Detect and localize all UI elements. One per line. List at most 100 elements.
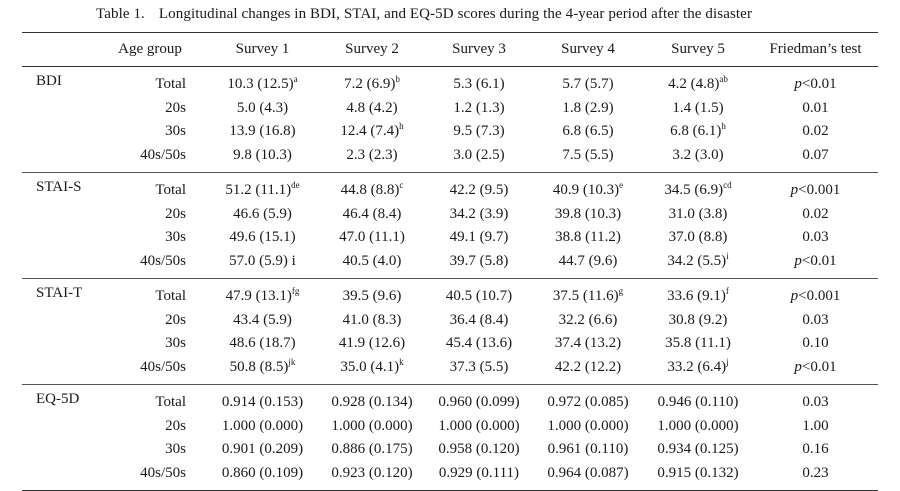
mean-sd-value: 34.5 (6.9) — [664, 182, 724, 199]
mean-sd-value: 37.0 (8.8) — [668, 229, 728, 246]
scale-label — [22, 226, 94, 250]
mean-sd-value: 47.9 (13.1) — [225, 288, 292, 305]
survey-3-cell: 34.2 (3.9) — [425, 203, 533, 227]
survey-5-cell: 33.2 (6.4)j — [643, 356, 753, 385]
significance-superscript: cd — [723, 180, 732, 191]
survey-3-cell: 1.2 (1.3) — [425, 97, 533, 121]
p-value: 0.23 — [802, 464, 829, 481]
survey-4-cell: 44.7 (9.6) — [533, 250, 643, 279]
survey-5-cell: 35.8 (11.1) — [643, 332, 753, 356]
friedman-p-cell: 0.07 — [753, 144, 878, 173]
survey-3-cell: 45.4 (13.6) — [425, 332, 533, 356]
survey-4-cell: 1.000 (0.000) — [533, 415, 643, 439]
friedman-p-cell: p<0.01 — [753, 67, 878, 97]
table-row: STAI-S Total 51.2 (11.1)de 44.8 (8.8)c 42.2 … — [22, 173, 878, 203]
survey-2-cell: 41.0 (8.3) — [319, 309, 425, 333]
p-value: 0.01 — [802, 99, 829, 116]
survey-3-cell: 36.4 (8.4) — [425, 309, 533, 333]
significance-superscript: h — [399, 121, 404, 132]
survey-5-cell: 0.934 (0.125) — [643, 438, 753, 462]
age-group-cell: 30s — [165, 229, 186, 246]
survey-4-cell: 0.961 (0.110) — [533, 438, 643, 462]
survey-5-cell: 0.915 (0.132) — [643, 462, 753, 491]
survey-3-cell: 5.3 (6.1) — [425, 67, 533, 97]
table-row: 20s 5.0 (4.3) 4.8 (4.2) 1.2 (1.3) 1.8 (2.9) 1… — [22, 97, 878, 121]
mean-sd-value: 7.5 (5.5) — [562, 146, 614, 163]
mean-sd-value: 5.3 (6.1) — [453, 76, 505, 93]
friedman-p-cell: 0.16 — [753, 438, 878, 462]
survey-5-cell: 34.5 (6.9)cd — [643, 173, 753, 203]
mean-sd-value: 6.8 (6.5) — [562, 123, 614, 140]
survey-1-cell: 47.9 (13.1)fg — [206, 279, 319, 309]
mean-sd-value: 57.0 (5.9) i — [229, 252, 296, 269]
mean-sd-value: 1.000 (0.000) — [331, 417, 413, 434]
mean-sd-value: 39.5 (9.6) — [342, 288, 402, 305]
survey-3-cell: 37.3 (5.5) — [425, 356, 533, 385]
mean-sd-value: 40.5 (10.7) — [445, 288, 513, 305]
scale-label: BDI — [36, 73, 62, 89]
scale-label — [22, 332, 94, 356]
survey-5-cell: 34.2 (5.5)i — [643, 250, 753, 279]
survey-4-cell: 6.8 (6.5) — [533, 120, 643, 144]
friedman-p-cell: 0.02 — [753, 120, 878, 144]
p-value: 0.02 — [802, 205, 829, 222]
significance-superscript: k — [399, 356, 404, 367]
scale-label — [22, 415, 94, 439]
survey-4-cell: 40.9 (10.3)e — [533, 173, 643, 203]
scale-label — [22, 144, 94, 173]
significance-superscript: c — [399, 180, 404, 191]
mean-sd-value: 1.000 (0.000) — [547, 417, 629, 434]
survey-1-cell: 49.6 (15.1) — [206, 226, 319, 250]
survey-1-cell: 0.860 (0.109) — [206, 462, 319, 491]
survey-5-cell: 1.4 (1.5) — [643, 97, 753, 121]
mean-sd-value: 4.8 (4.2) — [346, 99, 398, 116]
p-value: 1.00 — [802, 417, 829, 434]
mean-sd-value: 35.8 (11.1) — [665, 335, 731, 352]
friedman-p-cell: 0.02 — [753, 203, 878, 227]
survey-4-cell: 7.5 (5.5) — [533, 144, 643, 173]
mean-sd-value: 38.8 (11.2) — [555, 229, 621, 246]
age-group-cell: Total — [155, 182, 186, 199]
mean-sd-value: 10.3 (12.5) — [227, 76, 294, 93]
age-group-cell: 20s — [165, 311, 186, 328]
mean-sd-value: 34.2 (3.9) — [449, 205, 509, 222]
survey-2-cell: 0.928 (0.134) — [319, 385, 425, 415]
mean-sd-value: 2.3 (2.3) — [346, 146, 398, 163]
mean-sd-value: 34.2 (5.5) — [667, 252, 727, 269]
survey-1-cell: 5.0 (4.3) — [206, 97, 319, 121]
survey-1-cell: 46.6 (5.9) — [206, 203, 319, 227]
significance-superscript: b — [395, 74, 400, 85]
mean-sd-value: 44.8 (8.8) — [340, 182, 400, 199]
mean-sd-value: 0.934 (0.125) — [657, 441, 739, 458]
survey-4-cell: 0.964 (0.087) — [533, 462, 643, 491]
survey-2-cell: 2.3 (2.3) — [319, 144, 425, 173]
age-group-cell: 40s/50s — [140, 358, 186, 375]
p-symbol: p — [794, 76, 802, 93]
survey-1-cell: 50.8 (8.5)jk — [206, 356, 319, 385]
p-value: 0.10 — [802, 335, 829, 352]
significance-superscript: ab — [719, 74, 728, 85]
p-symbol: p — [790, 288, 799, 305]
table-row: 40s/50s 0.860 (0.109) 0.923 (0.120) 0.929 (… — [22, 462, 878, 491]
scale-label — [22, 309, 94, 333]
mean-sd-value: 48.6 (18.7) — [229, 335, 296, 352]
survey-1-cell: 0.914 (0.153) — [206, 385, 319, 415]
mean-sd-value: 37.5 (11.6) — [552, 288, 619, 305]
table-row: 20s 1.000 (0.000) 1.000 (0.000) 1.000 (0.00… — [22, 415, 878, 439]
survey-2-cell: 39.5 (9.6) — [319, 279, 425, 309]
header-survey-3: Survey 3 — [452, 41, 506, 57]
mean-sd-value: 49.1 (9.7) — [449, 229, 509, 246]
mean-sd-value: 0.961 (0.110) — [547, 441, 629, 458]
survey-3-cell: 3.0 (2.5) — [425, 144, 533, 173]
survey-5-cell: 0.946 (0.110) — [643, 385, 753, 415]
survey-2-cell: 12.4 (7.4)h — [319, 120, 425, 144]
mean-sd-value: 9.8 (10.3) — [233, 146, 292, 163]
friedman-p-cell: p<0.01 — [753, 356, 878, 385]
table-row: EQ-5D Total 0.914 (0.153) 0.928 (0.134) 0.96… — [22, 385, 878, 415]
mean-sd-value: 0.901 (0.209) — [221, 441, 304, 458]
table-row: 20s 43.4 (5.9) 41.0 (8.3) 36.4 (8.4) 32.2 (6… — [22, 309, 878, 333]
age-group-cell: 20s — [165, 99, 186, 116]
scale-label — [22, 97, 94, 121]
group-stai-t: STAI-T Total 47.9 (13.1)fg 39.5 (9.6) 40.5 (… — [22, 279, 878, 385]
p-value: <0.01 — [801, 252, 837, 269]
